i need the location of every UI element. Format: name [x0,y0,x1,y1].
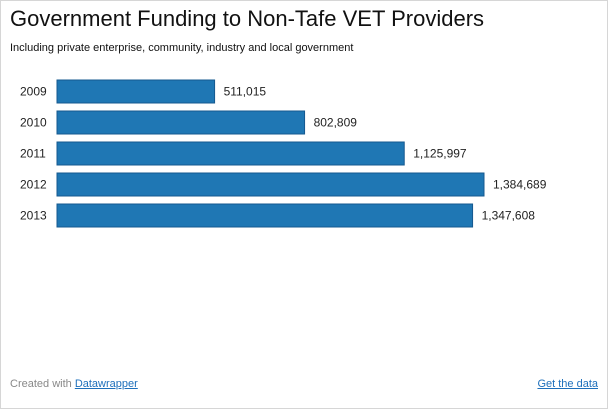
bar-2012 [56,172,485,197]
category-label-2013: 2013 [20,209,47,223]
category-label-2009: 2009 [20,85,47,99]
chart-subtitle: Including private enterprise, community,… [10,42,354,54]
value-label-2012: 1,384,689 [493,178,547,192]
bar-2013 [56,203,474,228]
category-label-2012: 2012 [20,178,47,192]
created-with-text: Created with [10,378,75,390]
value-label-2010: 802,809 [314,116,358,130]
bar-2009 [56,79,216,104]
footer-credit: Created with Datawrapper [10,378,138,390]
value-label-2009: 511,015 [224,85,267,99]
bar-chart: 2009 511,015 2010 802,809 2011 1,125,997 2012 1… [20,79,547,228]
datawrapper-link[interactable]: Datawrapper [74,378,138,390]
category-label-2011: 2011 [20,147,46,161]
get-the-data-link[interactable]: Get the data [537,378,598,390]
bar-2010 [56,110,306,135]
bar-2011 [56,141,405,166]
value-label-2011: 1,125,997 [413,147,467,161]
category-label-2010: 2010 [20,116,47,130]
value-label-2013: 1,347,608 [482,209,536,223]
chart-title: Government Funding to Non-Tafe VET Provi… [10,6,485,31]
